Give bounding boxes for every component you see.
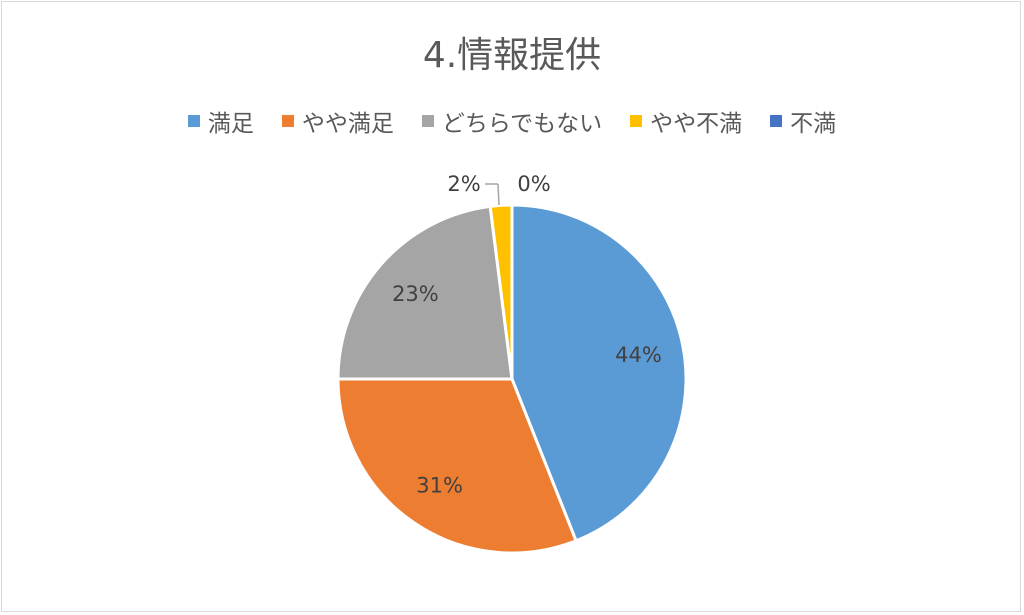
pie-slice-somewhat-satisfied (336, 377, 579, 555)
data-label-neutral: 23% (392, 282, 439, 306)
legend: 満足 やや満足 どちらでもない やや不満 不満 (0, 104, 1024, 138)
pie-slices (336, 203, 688, 555)
legend-label-somewhat-dissatisfied: やや不満 (650, 111, 743, 137)
legend-swatch-somewhat-dissatisfied (630, 115, 643, 127)
pie-slice-neutral (336, 204, 514, 381)
pie-slice-satisfied (510, 203, 688, 543)
legend-item-dissatisfied: 不満 (770, 104, 836, 138)
leader-line-connector (497, 183, 500, 206)
legend-swatch-satisfied (187, 115, 200, 127)
legend-swatch-neutral (421, 115, 434, 127)
data-labels: 44% 31% 23% 2% 0% (392, 172, 662, 497)
data-label-satisfied: 44% (615, 343, 662, 367)
legend-swatch-somewhat-satisfied (281, 115, 294, 127)
legend-label-neutral: どちらでもない (441, 111, 603, 137)
legend-item-somewhat-dissatisfied: やや不満 (630, 104, 742, 138)
legend-label-somewhat-satisfied: やや満足 (301, 111, 394, 137)
legend-item-neutral: どちらでもない (421, 104, 603, 138)
chart-title: 4.情報提供 (422, 35, 602, 76)
legend-item-satisfied: 満足 (187, 104, 254, 138)
data-label-somewhat-dissatisfied: 2% (447, 172, 480, 196)
pie-slice-somewhat-dissatisfied (488, 203, 514, 380)
legend-label-satisfied: 満足 (207, 111, 254, 137)
legend-item-somewhat-satisfied: やや満足 (281, 104, 394, 138)
data-label-dissatisfied: 0% (517, 172, 550, 196)
legend-swatch-dissatisfied (770, 115, 783, 127)
data-label-somewhat-satisfied: 31% (416, 473, 463, 497)
legend-label-dissatisfied: 不満 (790, 111, 837, 137)
